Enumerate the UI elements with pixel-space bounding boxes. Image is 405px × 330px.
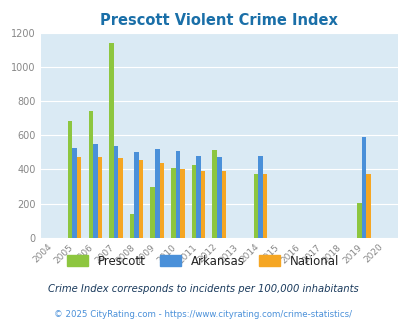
Bar — [180, 169, 184, 238]
Bar — [72, 148, 77, 238]
Bar — [113, 147, 118, 238]
Bar — [360, 137, 365, 238]
Legend: Prescott, Arkansas, National: Prescott, Arkansas, National — [62, 250, 343, 273]
Bar — [171, 168, 175, 238]
Bar — [150, 187, 155, 238]
Bar — [221, 171, 226, 238]
Bar — [118, 158, 122, 238]
Bar — [155, 149, 159, 238]
Bar — [191, 165, 196, 238]
Bar — [109, 43, 113, 238]
Bar — [258, 156, 262, 238]
Bar — [77, 157, 81, 238]
Text: © 2025 CityRating.com - https://www.cityrating.com/crime-statistics/: © 2025 CityRating.com - https://www.city… — [54, 310, 351, 319]
Bar — [159, 163, 164, 238]
Bar — [134, 152, 139, 238]
Bar — [88, 111, 93, 238]
Bar — [365, 174, 370, 238]
Bar — [139, 160, 143, 238]
Bar — [262, 174, 267, 238]
Bar — [356, 203, 360, 238]
Bar — [200, 171, 205, 238]
Bar — [212, 150, 216, 238]
Bar — [97, 157, 102, 238]
Bar — [196, 156, 200, 238]
Bar — [93, 144, 97, 238]
Bar — [175, 151, 180, 238]
Text: Crime Index corresponds to incidents per 100,000 inhabitants: Crime Index corresponds to incidents per… — [47, 284, 358, 294]
Bar — [216, 157, 221, 238]
Bar — [253, 174, 258, 238]
Bar — [130, 214, 134, 238]
Title: Prescott Violent Crime Index: Prescott Violent Crime Index — [100, 13, 337, 28]
Bar — [68, 121, 72, 238]
